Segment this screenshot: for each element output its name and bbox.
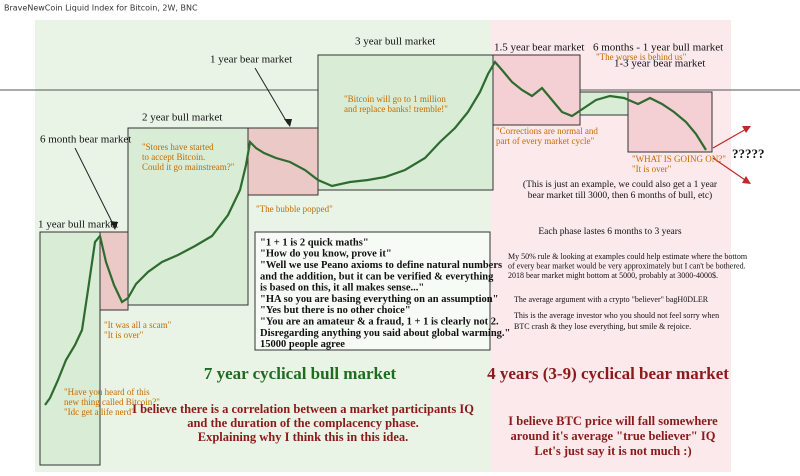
note: This is the average investor who you sho…: [514, 311, 719, 320]
arrowhead: [284, 119, 292, 127]
phase-label: 6 months - 1 year bull market: [593, 42, 723, 54]
arrowhead: [742, 126, 751, 133]
thesis-line: I believe there is a correlation between…: [132, 402, 474, 416]
crowd-quote: "Idc get a life nerd": [64, 407, 135, 417]
bear-title: 4 years (3-9) cyclical bear market: [487, 364, 729, 383]
phase-box: [579, 91, 629, 116]
thesis-line: Explaining why I think this in this idea…: [198, 430, 409, 444]
crowd-quote: "It was all a scam": [104, 320, 172, 330]
arrow: [712, 127, 749, 149]
crowd-quote: new thing called Bitcoin?": [64, 397, 160, 407]
crowd-quote: and replace banks! tremble!": [344, 104, 448, 114]
phase-box: [627, 91, 713, 153]
crowd-quote: Could it go mainstream?": [142, 162, 235, 172]
phase-label: 1.5 year bear market: [494, 42, 584, 54]
crowd-quote: part of every market cycle": [496, 136, 594, 146]
outlook: ?????: [732, 146, 765, 161]
note: BTC crash & they lose everything, but sm…: [514, 322, 691, 331]
price-path: [44, 60, 707, 406]
arrowhead: [742, 176, 751, 184]
crowd-quote: "Stores have started: [142, 142, 214, 152]
dialogue-box: [254, 231, 491, 351]
crowd-quote: "Bitcoin will go to 1 million: [344, 94, 446, 104]
dialogue-line: "HA so you are basing everything on an a…: [260, 294, 498, 305]
crowd-quote: "It is over": [632, 164, 672, 174]
phase-box: [317, 54, 494, 191]
crowd-quote: "Corrections are normal and: [496, 126, 598, 136]
crowd-quote: "The worse is behind us": [596, 52, 687, 62]
crowd-quote: "It is over": [104, 330, 144, 340]
phase-box: [99, 231, 129, 311]
phase-label: 1 year bear market: [210, 54, 292, 66]
note: (This is just an example, we could also …: [523, 179, 718, 190]
dialogue-line: is based on this, it all makes sense...": [260, 283, 424, 294]
bull-title: 7 year cyclical bull market: [204, 364, 397, 383]
crowd-quote: "The bubble popped": [256, 204, 333, 214]
crowd-quote: "Have you heard of this: [64, 387, 150, 397]
arrowhead: [110, 221, 118, 230]
dialogue-line: "Yes but there is no other choice": [260, 305, 411, 316]
note: bear market till 3000, then 6 months of …: [528, 190, 712, 201]
thesis-line: and the duration of the complacency phas…: [187, 416, 419, 430]
phase-label: 6 month bear market: [40, 134, 131, 146]
prediction-line: I believe BTC price will fall somewhere: [508, 414, 718, 428]
phase-label: 3 year bull market: [355, 36, 435, 48]
phase-box: [247, 127, 319, 196]
note: The average argument with a crypto "beli…: [514, 295, 709, 304]
dialogue-line: Disregarding anything you said about glo…: [260, 328, 510, 339]
note: Each phase lastes 6 months to 3 years: [538, 227, 682, 237]
note-small: My 50% rule & looking at examples could …: [508, 252, 748, 261]
arrow: [712, 157, 749, 183]
dialogue-line: 15000 people agree: [260, 339, 345, 350]
dialogue-line: "1 + 1 is 2 quick maths": [260, 237, 369, 248]
dialogue-line: "How do you know, prove it": [260, 249, 392, 260]
header-title: BraveNewCoin Liquid Index for Bitcoin, 2…: [4, 4, 198, 13]
note-small: 2018 bear market might bottom at 5000, p…: [508, 271, 718, 280]
prediction-line: Let's just say it is not much :): [534, 444, 691, 458]
phase-label: 1-3 year bear market: [614, 58, 705, 70]
phase-box: [492, 54, 581, 126]
dialogue-line: and the addition, but it can be verified…: [260, 271, 494, 282]
dialogue-line: "You are an amateur & a fraud, 1 + 1 is …: [260, 317, 499, 328]
arrow: [74, 147, 116, 229]
crowd-quote: to accept Bitcoin.: [142, 152, 205, 162]
phase-label: 1 year bull market: [38, 219, 118, 231]
phase-label: 2 year bull market: [142, 112, 222, 124]
crowd-quote: "WHAT IS GOING ON?": [632, 154, 726, 164]
dialogue-line: "Well we use Peano axioms to define natu…: [260, 260, 502, 271]
prediction-line: around it's average "true believer" IQ: [511, 429, 716, 443]
note-small: of every bear market would be very appro…: [508, 261, 746, 270]
arrow: [254, 67, 289, 125]
